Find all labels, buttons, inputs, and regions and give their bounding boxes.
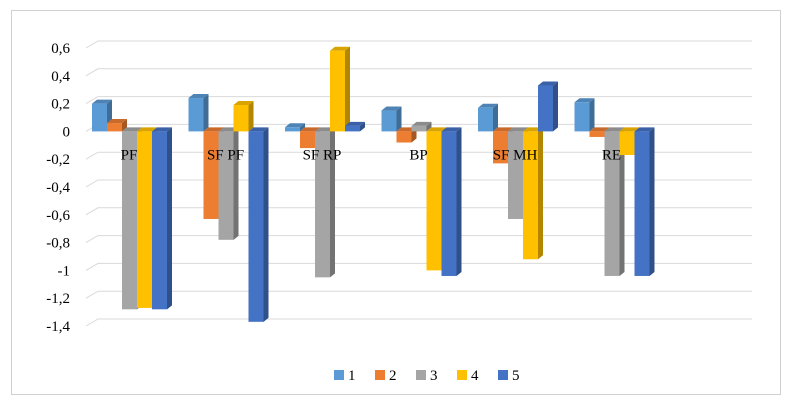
legend-entry-5: 5 bbox=[498, 368, 520, 384]
bar-sf-pf-series-1 bbox=[188, 94, 209, 132]
bar-sf-mh-series-1 bbox=[478, 103, 498, 132]
y-tick-label: -1,4 bbox=[46, 319, 70, 335]
legend-label: 2 bbox=[389, 368, 397, 384]
legend-entry-3: 3 bbox=[416, 368, 438, 384]
bar-re-series-5 bbox=[634, 127, 655, 276]
legend-entry-4: 4 bbox=[457, 368, 479, 384]
category-label: RE bbox=[602, 147, 621, 163]
y-tick-label: 0,4 bbox=[51, 69, 70, 85]
gridline bbox=[85, 262, 752, 271]
bar-bp-series-3 bbox=[411, 121, 432, 132]
bar-sf-rp-series-5 bbox=[345, 121, 365, 132]
bar-pf-series-2 bbox=[107, 119, 127, 132]
y-tick-label: 0 bbox=[63, 124, 71, 140]
legend-swatch bbox=[498, 370, 508, 380]
bar-sf-pf-series-5 bbox=[248, 127, 269, 322]
bars bbox=[92, 46, 655, 322]
category-labels: PF SF PF SF RP BP SF MH RE bbox=[121, 147, 621, 163]
legend-swatch bbox=[375, 370, 385, 380]
y-tick-label: -1 bbox=[58, 263, 71, 279]
gridline bbox=[85, 318, 752, 327]
bar-sf-pf-series-4 bbox=[233, 100, 254, 132]
legend-label: 5 bbox=[512, 368, 520, 384]
y-tick-label: -0,2 bbox=[46, 152, 70, 168]
bar-sf-mh-series-5 bbox=[538, 81, 558, 132]
legend-entry-1: 1 bbox=[334, 368, 356, 384]
y-tick-label: -0,6 bbox=[46, 208, 70, 224]
bar-sf-rp-series-1 bbox=[285, 123, 305, 132]
y-tick-label: -0,8 bbox=[46, 236, 70, 252]
bar-sf-rp-series-3 bbox=[315, 127, 335, 278]
y-tick-label: -1,2 bbox=[46, 291, 70, 307]
bar-re-series-3 bbox=[604, 127, 625, 276]
gridline bbox=[85, 68, 752, 77]
y-tick-label: 0,2 bbox=[51, 97, 70, 113]
y-tick-label: -0,4 bbox=[46, 180, 70, 196]
legend-swatch bbox=[416, 370, 426, 380]
legend-entry-2: 2 bbox=[375, 368, 397, 384]
bar-re-series-1 bbox=[574, 98, 595, 132]
legend: 1 2 3 4 5 bbox=[334, 368, 520, 384]
gridline bbox=[85, 290, 752, 299]
y-axis-tick-labels: 0,6 0,4 0,2 0 -0,2 -0,4 -0,6 -0,8 -1 -1,2 -1,4 bbox=[46, 41, 70, 335]
legend-label: 4 bbox=[471, 368, 479, 384]
category-label: BP bbox=[409, 147, 427, 163]
legend-swatch bbox=[457, 370, 467, 380]
category-label: SF RP bbox=[303, 147, 342, 163]
bar-bp-series-5 bbox=[441, 127, 462, 276]
category-label: SF PF bbox=[207, 147, 244, 163]
bar-sf-rp-series-4 bbox=[330, 46, 350, 132]
bar-pf-series-5 bbox=[152, 127, 172, 310]
y-tick-label: 0,6 bbox=[51, 41, 70, 57]
legend-label: 1 bbox=[348, 368, 356, 384]
legend-swatch bbox=[334, 370, 344, 380]
gridlines bbox=[85, 40, 752, 327]
category-label: PF bbox=[121, 147, 138, 163]
bar-chart: 0,6 0,4 0,2 0 -0,2 -0,4 -0,6 -0,8 -1 -1,2 -1,4 PF S… bbox=[46, 40, 752, 384]
bar-sf-pf-series-3 bbox=[218, 127, 239, 240]
gridline bbox=[85, 96, 752, 105]
bar-bp-series-1 bbox=[381, 106, 402, 132]
legend-label: 3 bbox=[430, 368, 438, 384]
category-label: SF MH bbox=[493, 147, 538, 163]
chart-frame: 0,6 0,4 0,2 0 -0,2 -0,4 -0,6 -0,8 -1 -1,2 -1,4 PF S… bbox=[11, 10, 781, 395]
gridline bbox=[85, 40, 752, 49]
